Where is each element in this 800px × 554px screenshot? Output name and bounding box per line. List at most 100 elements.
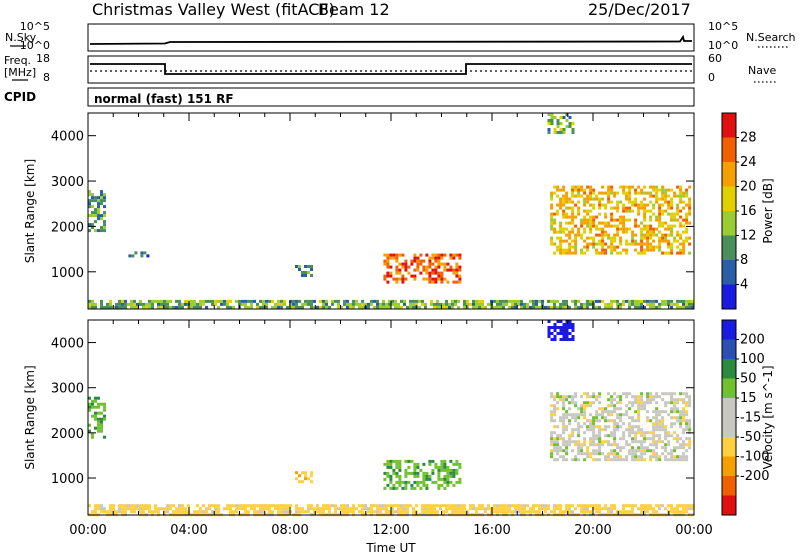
data-cell xyxy=(652,305,655,309)
data-cell xyxy=(661,422,665,426)
data-cell xyxy=(568,422,572,426)
data-cell xyxy=(253,504,256,508)
data-cell xyxy=(610,212,614,216)
data-cell xyxy=(688,212,692,216)
data-cell xyxy=(586,248,590,252)
data-cell xyxy=(664,431,668,435)
data-cell xyxy=(571,227,575,231)
data-cell xyxy=(413,471,417,475)
data-cell xyxy=(556,188,560,192)
data-cell xyxy=(682,458,686,462)
data-cell xyxy=(577,452,581,456)
data-cell xyxy=(607,392,611,396)
data-cell xyxy=(562,215,566,219)
data-cell xyxy=(340,507,343,511)
data-cell xyxy=(580,233,584,237)
data-cell xyxy=(550,194,554,198)
data-cell xyxy=(643,242,647,246)
data-cell xyxy=(667,200,671,204)
data-cell xyxy=(619,239,623,243)
data-cell xyxy=(664,437,668,441)
data-cell xyxy=(622,227,626,231)
data-cell xyxy=(425,471,429,475)
data-cell xyxy=(424,305,427,309)
data-cell xyxy=(646,416,650,420)
data-cell xyxy=(466,302,469,306)
data-cell xyxy=(443,486,447,490)
data-cell xyxy=(568,251,572,255)
data-cell xyxy=(598,212,602,216)
data-cell xyxy=(386,262,390,266)
data-cell xyxy=(398,477,402,481)
data-cell xyxy=(577,230,581,234)
data-cell xyxy=(148,504,151,508)
data-cell xyxy=(277,302,280,306)
data-cell xyxy=(529,299,532,303)
data-cell xyxy=(511,305,514,309)
data-cell xyxy=(577,413,581,417)
data-cell xyxy=(103,510,106,514)
data-cell xyxy=(667,203,671,207)
data-cell xyxy=(667,392,671,396)
data-cell xyxy=(610,248,614,252)
data-cell xyxy=(673,446,677,450)
data-cell xyxy=(658,425,662,429)
data-cell xyxy=(442,504,445,508)
data-cell xyxy=(667,434,671,438)
data-cell xyxy=(511,504,514,508)
data-cell xyxy=(556,194,560,198)
data-cell xyxy=(679,425,683,429)
data-cell xyxy=(422,474,426,478)
data-cell xyxy=(580,507,583,511)
data-cell xyxy=(559,302,562,306)
data-cell xyxy=(568,437,572,441)
data-cell xyxy=(613,434,617,438)
data-cell xyxy=(178,510,181,514)
data-cell xyxy=(103,405,106,409)
data-cell xyxy=(589,194,593,198)
data-cell xyxy=(520,302,523,306)
data-cell xyxy=(562,323,566,326)
data-cell xyxy=(574,224,578,228)
data-cell xyxy=(685,395,689,399)
data-cell xyxy=(94,399,97,403)
data-cell xyxy=(463,305,466,309)
data-cell xyxy=(679,209,683,213)
colorbar-segment xyxy=(722,398,736,418)
data-cell xyxy=(688,302,691,306)
data-cell xyxy=(640,507,643,511)
data-cell xyxy=(455,468,459,472)
data-cell xyxy=(622,209,626,213)
data-cell xyxy=(550,443,554,447)
data-cell xyxy=(583,203,587,207)
data-cell xyxy=(601,239,605,243)
data-cell xyxy=(413,468,417,472)
data-cell xyxy=(205,510,208,514)
data-cell xyxy=(679,419,683,423)
data-cell xyxy=(610,206,614,210)
data-cell xyxy=(229,510,232,514)
data-cell xyxy=(431,253,435,257)
data-cell xyxy=(550,392,554,396)
data-cell xyxy=(553,335,557,338)
data-cell xyxy=(631,395,635,399)
data-cell xyxy=(502,507,505,511)
data-cell xyxy=(457,299,460,303)
data-cell xyxy=(643,437,647,441)
data-cell xyxy=(643,191,647,195)
data-cell xyxy=(229,507,232,511)
data-cell xyxy=(538,305,541,309)
colorbar-segment xyxy=(722,437,736,457)
data-cell xyxy=(571,209,575,213)
data-cell xyxy=(604,224,608,228)
data-cell xyxy=(433,507,436,511)
data-cell xyxy=(640,302,643,306)
data-cell xyxy=(646,245,650,249)
data-cell xyxy=(595,194,599,198)
data-cell xyxy=(395,480,399,484)
data-cell xyxy=(652,398,656,402)
data-cell xyxy=(443,265,447,269)
data-cell xyxy=(631,203,635,207)
data-cell xyxy=(259,510,262,514)
data-cell xyxy=(625,392,629,396)
